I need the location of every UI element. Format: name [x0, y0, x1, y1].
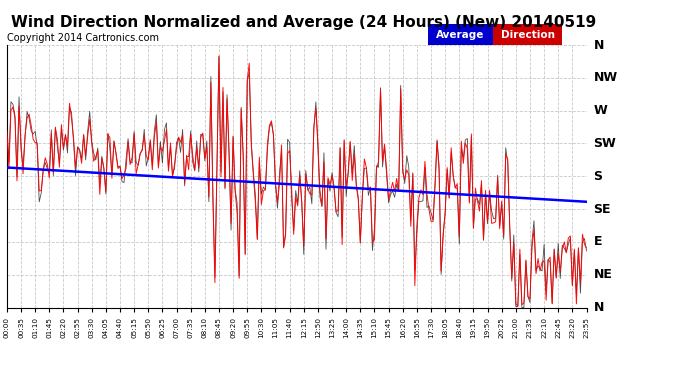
Text: Wind Direction Normalized and Average (24 Hours) (New) 20140519: Wind Direction Normalized and Average (2…	[11, 15, 596, 30]
Text: SE: SE	[593, 202, 611, 216]
Text: NW: NW	[593, 71, 618, 84]
Text: NE: NE	[593, 268, 612, 281]
Text: SW: SW	[593, 137, 616, 150]
Text: Average: Average	[436, 30, 485, 40]
Text: N: N	[593, 301, 604, 314]
Text: Copyright 2014 Cartronics.com: Copyright 2014 Cartronics.com	[7, 33, 159, 43]
Text: N: N	[593, 39, 604, 51]
Text: E: E	[593, 236, 602, 248]
Text: Direction: Direction	[501, 30, 555, 40]
Text: S: S	[593, 170, 602, 183]
Text: W: W	[593, 104, 607, 117]
